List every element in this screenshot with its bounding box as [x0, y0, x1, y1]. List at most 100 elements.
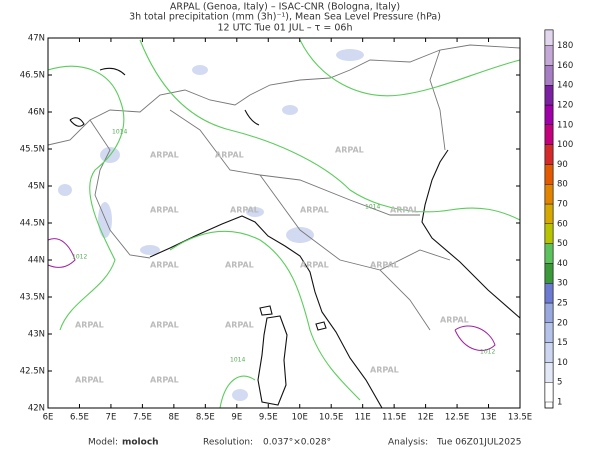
watermark: ARPAL [75, 376, 104, 385]
colorbar-label: 90 [557, 160, 568, 170]
colorbar-swatch [544, 322, 554, 343]
lon-label: 8.5E [196, 413, 215, 423]
colorbar-swatch [544, 382, 554, 403]
watermark: ARPAL [150, 376, 179, 385]
lon-label: 7.5E [133, 413, 152, 423]
lon-label: 12E [418, 413, 434, 423]
colorbar-label: 30 [557, 279, 568, 289]
watermark: ARPAL [150, 261, 179, 270]
isobar [454, 325, 496, 351]
watermark: ARPAL [300, 261, 329, 270]
lon-label: 6.5E [70, 413, 89, 423]
colorbar-swatch [544, 29, 554, 46]
colorbar-label: 20 [557, 318, 568, 328]
colorbar-label: 15 [557, 338, 568, 348]
isobar-label: 1014 [365, 204, 380, 211]
isobar-label: 1014 [112, 129, 127, 136]
footer-value: 0.037°×0.028° [263, 438, 331, 448]
precip-areas [58, 49, 364, 401]
region-border [169, 109, 451, 331]
lat-label: 46N [28, 108, 45, 118]
lon-label: 11.5E [382, 413, 406, 423]
title-line: 3h total precipitation (mm (3h)⁻¹), Mean… [129, 12, 441, 23]
colorbar-swatch [544, 45, 554, 66]
map-axes: 6E 6.5E 7E 7.5E 8E 8.5E 9E 9.5E 10E 10.5E 11E 11.5E… [20, 34, 532, 423]
watermark: ARPAL [150, 151, 179, 160]
colorbar-swatch [544, 104, 554, 125]
colorbar-swatch [544, 124, 554, 145]
footer-label: Resolution: [203, 438, 253, 448]
watermark: ARPAL [370, 366, 399, 375]
footer-value: Tue 06Z01JUL2025 [436, 438, 521, 448]
lat-label: 45N [28, 182, 45, 192]
lon-label: 12.5E [445, 413, 469, 423]
lat-label: 43.5N [20, 293, 45, 303]
footer-value: moloch [122, 438, 159, 448]
colorbar-swatch [544, 283, 554, 304]
colorbar-swatch [544, 203, 554, 224]
watermark: ARPAL [335, 146, 364, 155]
map: 1014 1014 1014 1012 1012 ARPAL ARPAL ARPAL… [47, 37, 521, 409]
watermark: ARPAL [300, 206, 329, 215]
colorbar-label: 80 [557, 180, 568, 190]
lon-label: 11E [355, 413, 371, 423]
lat-label: 43N [28, 330, 45, 340]
lat-label: 44N [28, 256, 45, 266]
lon-label: 6E [43, 413, 54, 423]
colorbar-label: 180 [557, 41, 573, 51]
isobar [139, 39, 521, 221]
colorbar-swatch [544, 144, 554, 165]
lon-label: 7E [106, 413, 117, 423]
watermark: ARPAL [225, 321, 254, 330]
isobar [47, 65, 125, 331]
colorbar-label: 60 [557, 219, 568, 229]
map-background [48, 38, 520, 408]
lat-label: 46.5N [20, 71, 45, 81]
lake [69, 67, 260, 127]
country-border [89, 119, 151, 259]
lat-label: 44.5N [20, 219, 45, 229]
isobar-label: 1014 [230, 357, 245, 364]
lat-label: 45.5N [20, 145, 45, 155]
isobar [219, 375, 256, 409]
colorbar-swatch [544, 243, 554, 264]
isobar [169, 230, 361, 401]
coastline [421, 149, 521, 319]
watermark: ARPAL [370, 261, 399, 270]
colorbar-label: 120 [557, 101, 573, 111]
isobar-label: 1012 [72, 254, 87, 261]
lon-label: 13.5E [508, 413, 532, 423]
title-line: 12 UTC Tue 01 JUL – τ = 06h [218, 23, 353, 34]
isobar [47, 238, 76, 268]
watermark: ARPAL [230, 206, 259, 215]
colorbar-label: 100 [557, 140, 573, 150]
colorbar-label: 110 [557, 120, 573, 130]
lon-label: 9E [231, 413, 242, 423]
lat-label: 42N [28, 404, 45, 414]
isobar [299, 39, 521, 97]
colorbar-label: 50 [557, 239, 568, 249]
colorbar-swatch [544, 84, 554, 106]
isobar-label: 1012 [480, 349, 495, 356]
country-border [429, 49, 446, 151]
colorbar-label: 25 [557, 299, 568, 309]
lon-label: 8E [168, 413, 179, 423]
colorbar-swatch [544, 362, 554, 383]
watermark: ARPAL [75, 321, 104, 330]
colorbar-label: 10 [557, 358, 568, 368]
watermark: ARPAL [390, 206, 419, 215]
colorbar-label: 70 [557, 200, 568, 210]
colorbar: 1510152025304050607080901001101201401601… [544, 29, 573, 409]
country-border [47, 44, 521, 146]
watermark: ARPAL [440, 316, 469, 325]
footer-label: Model: [88, 438, 118, 448]
lon-label: 13E [480, 413, 496, 423]
lat-label: 47N [28, 34, 45, 44]
colorbar-swatch [544, 302, 554, 323]
colorbar-label: 1 [557, 398, 562, 408]
colorbar-swatch [544, 223, 554, 244]
watermark: ARPAL [150, 206, 179, 215]
watermark: ARPAL [225, 261, 254, 270]
colorbar-swatch [544, 164, 554, 185]
colorbar-label: 140 [557, 81, 573, 91]
